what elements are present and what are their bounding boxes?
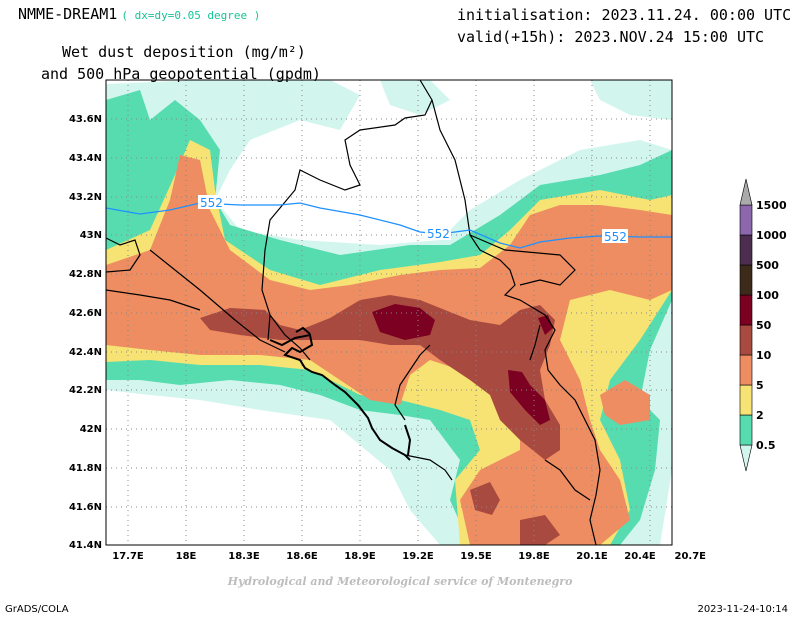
legend-level-label: 50	[756, 319, 772, 332]
lon-tick-label: 19.8E	[518, 551, 550, 562]
legend-swatch	[739, 384, 753, 416]
legend-swatch	[739, 204, 753, 236]
legend-level-label: 2	[756, 409, 764, 422]
lat-tick-label: 43.2N	[69, 192, 102, 203]
lat-tick-label: 43.4N	[69, 153, 102, 164]
lon-tick-label: 18.9E	[344, 551, 376, 562]
variable-title-line1: Wet dust deposition (mg/m²)	[62, 43, 306, 61]
legend-arrow-low	[739, 444, 753, 472]
contour-label-bg-2	[425, 226, 451, 240]
deposition-level-50	[200, 295, 560, 460]
lat-tick-label: 42N	[80, 424, 102, 435]
variable-title-line2: and 500 hPa geopotential (gpdm)	[41, 65, 321, 83]
lon-tick-label: 19.5E	[460, 551, 492, 562]
latitude-axis: 43.6N 43.4N 43.2N 43N 42.8N 42.6N 42.4N …	[69, 114, 102, 551]
deposition-level-05c	[590, 80, 672, 120]
model-title: NMME-DREAM1( dx=dy=0.05 degree )	[18, 5, 260, 23]
legend-level-label: 500	[756, 259, 779, 272]
legend-swatch	[739, 414, 753, 446]
deposition-level-100b	[508, 370, 550, 425]
legend-swatch	[739, 294, 753, 326]
map-panel: 552 552 552	[106, 80, 672, 545]
model-name: NMME-DREAM1	[18, 5, 118, 23]
lon-tick-label: 18.6E	[286, 551, 318, 562]
lat-tick-label: 42.2N	[69, 385, 102, 396]
generation-timestamp: 2023-11-24-10:14	[697, 604, 788, 615]
legend-arrow-high	[739, 178, 753, 206]
lon-tick-label: 18.3E	[228, 551, 260, 562]
longitude-axis: 17.7E 18E 18.3E 18.6E 18.9E 19.2E 19.5E …	[112, 551, 706, 562]
lon-tick-label: 19.2E	[402, 551, 434, 562]
lat-tick-label: 43N	[80, 230, 102, 241]
deposition-level-100	[372, 304, 435, 340]
legend-level-label: 0.5	[756, 439, 776, 452]
lon-tick-label: 20.4E	[624, 551, 656, 562]
legend-swatch	[739, 264, 753, 296]
legend-level-label: 10	[756, 349, 772, 362]
legend-swatch	[739, 234, 753, 266]
legend-level-label: 100	[756, 289, 779, 302]
country-borders	[106, 80, 601, 545]
initialisation-time: initialisation: 2023.11.24. 00:00 UTC	[457, 6, 792, 24]
contour-label-3: 552	[604, 230, 627, 244]
valid-time: valid(+15h): 2023.NOV.24 15:00 UTC	[457, 28, 765, 46]
lat-tick-label: 42.6N	[69, 308, 102, 319]
legend-level-label: 1500	[756, 199, 787, 212]
legend-swatch	[739, 324, 753, 356]
lon-tick-label: 20.1E	[576, 551, 608, 562]
contour-label-bg-3	[602, 229, 628, 243]
deposition-field	[106, 80, 672, 545]
map-frame	[105, 79, 673, 546]
deposition-level-10b	[600, 380, 650, 425]
lat-tick-label: 41.4N	[69, 540, 102, 551]
contour-label-bg-1	[198, 195, 224, 209]
software-label: GrADS/COLA	[5, 604, 69, 615]
lon-tick-label: 18E	[176, 551, 197, 562]
legend-level-label: 5	[756, 379, 764, 392]
lat-tick-label: 42.8N	[69, 269, 102, 280]
legend-swatch	[739, 354, 753, 386]
contour-label-2: 552	[427, 227, 450, 241]
lat-tick-label: 43.6N	[69, 114, 102, 125]
credit-line: Hydrological and Meteorological service …	[227, 575, 573, 588]
coastline	[269, 326, 412, 461]
deposition-level-50b	[470, 482, 500, 515]
lon-tick-label: 17.7E	[112, 551, 144, 562]
deposition-level-100c	[538, 315, 553, 335]
deposition-level-50c	[520, 515, 560, 545]
lat-tick-label: 42.4N	[69, 347, 102, 358]
lon-tick-label: 20.7E	[674, 551, 706, 562]
color-legend: 0.5 2 5 10 50 100 500 1000 1500	[739, 178, 787, 472]
lat-tick-label: 41.6N	[69, 502, 102, 513]
model-resolution: ( dx=dy=0.05 degree )	[121, 9, 261, 22]
deposition-level-05b	[380, 80, 450, 115]
legend-level-label: 1000	[756, 229, 787, 242]
lat-tick-label: 41.8N	[69, 463, 102, 474]
contour-label-1: 552	[200, 196, 223, 210]
